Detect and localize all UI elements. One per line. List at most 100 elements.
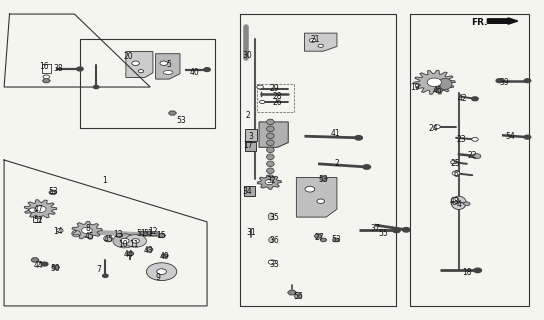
- Polygon shape: [259, 122, 288, 147]
- Ellipse shape: [269, 237, 273, 243]
- Circle shape: [146, 248, 153, 252]
- Text: 47: 47: [33, 205, 43, 214]
- Circle shape: [57, 228, 63, 232]
- Text: 6: 6: [454, 170, 459, 179]
- Text: FR.: FR.: [471, 18, 487, 27]
- Text: 4: 4: [456, 200, 461, 209]
- Circle shape: [77, 67, 83, 71]
- Text: 45: 45: [84, 232, 94, 241]
- Polygon shape: [52, 265, 59, 269]
- Ellipse shape: [451, 196, 466, 210]
- Ellipse shape: [438, 78, 452, 89]
- Text: 8: 8: [85, 224, 90, 233]
- Circle shape: [94, 85, 99, 89]
- Text: 22: 22: [467, 151, 477, 160]
- Text: 53: 53: [331, 236, 341, 244]
- Polygon shape: [320, 176, 327, 180]
- Polygon shape: [49, 190, 57, 194]
- Circle shape: [317, 199, 325, 204]
- Polygon shape: [296, 178, 337, 217]
- Text: 35: 35: [270, 212, 280, 222]
- Text: 53: 53: [48, 187, 58, 196]
- Circle shape: [363, 165, 370, 169]
- Circle shape: [103, 274, 108, 277]
- Circle shape: [472, 154, 481, 159]
- Text: 56: 56: [293, 292, 303, 301]
- Circle shape: [310, 38, 316, 42]
- Text: 39: 39: [500, 78, 510, 87]
- Circle shape: [472, 138, 478, 141]
- Circle shape: [120, 238, 129, 244]
- Text: 34: 34: [243, 187, 252, 196]
- Polygon shape: [24, 200, 57, 219]
- Bar: [245, 129, 257, 141]
- Circle shape: [463, 202, 470, 206]
- Text: 20: 20: [124, 52, 133, 61]
- Polygon shape: [257, 175, 281, 189]
- Polygon shape: [31, 258, 39, 262]
- Circle shape: [451, 197, 459, 202]
- Text: 25: 25: [450, 159, 460, 168]
- Text: 29: 29: [270, 84, 280, 93]
- FancyArrow shape: [487, 18, 518, 24]
- Polygon shape: [126, 52, 153, 77]
- Polygon shape: [169, 111, 176, 115]
- Circle shape: [125, 235, 146, 247]
- Polygon shape: [162, 254, 168, 258]
- Text: 41: 41: [331, 129, 341, 138]
- Circle shape: [496, 79, 503, 83]
- Circle shape: [138, 69, 144, 73]
- Circle shape: [132, 239, 139, 243]
- Text: 14: 14: [53, 227, 63, 236]
- Circle shape: [157, 269, 166, 275]
- Polygon shape: [434, 88, 443, 92]
- Text: 52: 52: [33, 216, 43, 225]
- Circle shape: [82, 227, 92, 234]
- Circle shape: [41, 262, 48, 266]
- Text: 53: 53: [176, 116, 186, 125]
- Ellipse shape: [268, 213, 274, 220]
- Text: 1: 1: [102, 176, 107, 185]
- Text: 54: 54: [505, 132, 515, 141]
- Text: 27: 27: [315, 233, 324, 242]
- Circle shape: [257, 85, 263, 89]
- Text: 40: 40: [189, 68, 199, 77]
- Circle shape: [452, 171, 460, 176]
- Polygon shape: [158, 234, 165, 237]
- Text: 21: 21: [311, 35, 320, 44]
- Circle shape: [452, 201, 457, 204]
- Circle shape: [393, 228, 400, 233]
- Text: 45: 45: [104, 235, 114, 244]
- Circle shape: [265, 180, 274, 185]
- Circle shape: [472, 97, 478, 101]
- Circle shape: [132, 61, 139, 66]
- Polygon shape: [146, 231, 152, 235]
- Text: 42: 42: [458, 94, 467, 103]
- Text: 17: 17: [243, 141, 252, 150]
- Ellipse shape: [267, 161, 274, 167]
- Ellipse shape: [267, 133, 274, 139]
- Circle shape: [524, 79, 531, 83]
- Ellipse shape: [163, 70, 173, 74]
- Polygon shape: [288, 291, 296, 295]
- Text: 26: 26: [273, 99, 282, 108]
- Circle shape: [146, 263, 177, 281]
- Text: 13: 13: [113, 230, 122, 239]
- Text: 2: 2: [335, 159, 339, 168]
- Polygon shape: [314, 234, 322, 238]
- Polygon shape: [139, 231, 145, 235]
- Circle shape: [35, 206, 46, 212]
- Text: 11: 11: [129, 240, 139, 249]
- Circle shape: [113, 234, 137, 248]
- Circle shape: [355, 136, 362, 140]
- Circle shape: [474, 268, 481, 273]
- Polygon shape: [127, 252, 133, 255]
- Text: 33: 33: [270, 260, 280, 268]
- Circle shape: [268, 260, 276, 264]
- Text: 51: 51: [144, 229, 153, 238]
- Text: 30: 30: [243, 51, 252, 60]
- Ellipse shape: [267, 168, 274, 174]
- Text: 28: 28: [273, 92, 282, 101]
- Text: 44: 44: [33, 261, 43, 270]
- Text: 44: 44: [123, 250, 133, 259]
